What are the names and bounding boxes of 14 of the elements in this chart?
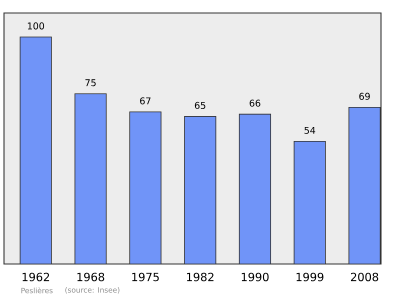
data-label: 100 — [28, 22, 44, 30]
x-tick-label: 1975 — [132, 272, 159, 282]
x-tick-label: 1999 — [296, 272, 324, 282]
data-label: 69 — [359, 92, 370, 100]
data-label: 75 — [85, 79, 96, 86]
data-label: 65 — [194, 102, 206, 109]
x-tick-label: 1968 — [77, 272, 104, 282]
data-label: 67 — [140, 97, 151, 104]
x-tick-label: 2008 — [350, 272, 378, 282]
x-tick-label: 1962 — [22, 272, 50, 282]
data-label: 54 — [304, 126, 316, 134]
data-label: 66 — [250, 100, 260, 107]
x-tick-label: 1990 — [242, 272, 269, 282]
x-tick-label: 1982 — [187, 272, 214, 282]
